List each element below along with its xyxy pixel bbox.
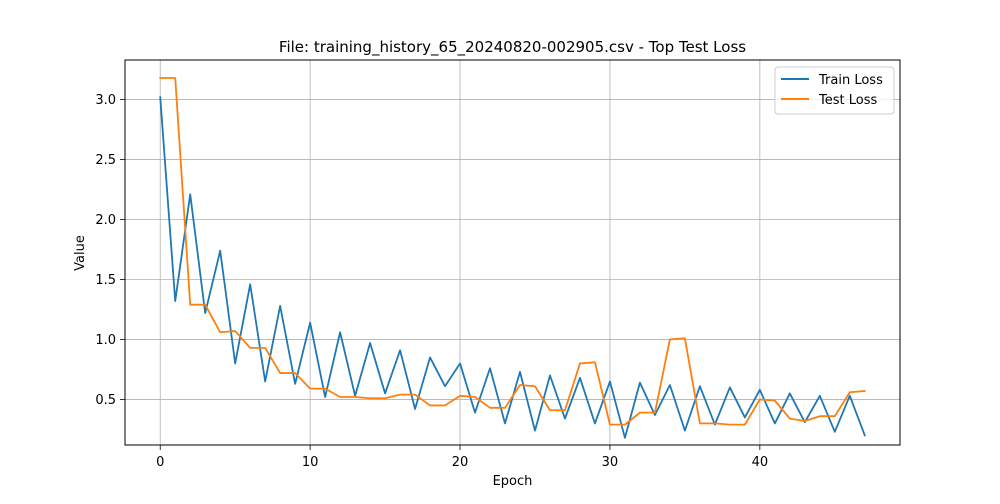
legend-label-test-loss: Test Loss [818, 93, 877, 108]
x-tick-label: 20 [452, 455, 469, 470]
grid [125, 60, 900, 445]
x-tick-label: 10 [302, 455, 319, 470]
plot-area-frame [124, 59, 901, 446]
x-tick-label: 30 [602, 455, 619, 470]
x-tick-label: 0 [156, 455, 164, 470]
series-line-test-loss [159, 77, 866, 426]
y-tick-label: 2.0 [95, 213, 116, 228]
series-layer [159, 77, 866, 439]
y-tick-label: 0.5 [95, 393, 116, 408]
x-tick-label: 40 [752, 455, 769, 470]
y-tick-label: 1.5 [95, 273, 116, 288]
y-axis-label: Value [73, 235, 88, 271]
y-axis-ticks: 0.5 1.0 1.5 2.0 2.5 3.0 [95, 93, 125, 408]
y-tick-label: 2.5 [95, 153, 116, 168]
legend: Train Loss Test Loss [774, 66, 895, 115]
y-tick-label: 3.0 [95, 93, 116, 108]
chart-title: File: training_history_65_20240820-00290… [279, 38, 746, 57]
legend-label-train-loss: Train Loss [818, 73, 883, 88]
y-tick-label: 1.0 [95, 333, 116, 348]
x-axis-label: Epoch [493, 474, 533, 489]
x-axis-ticks: 0 10 20 30 40 [156, 445, 768, 470]
